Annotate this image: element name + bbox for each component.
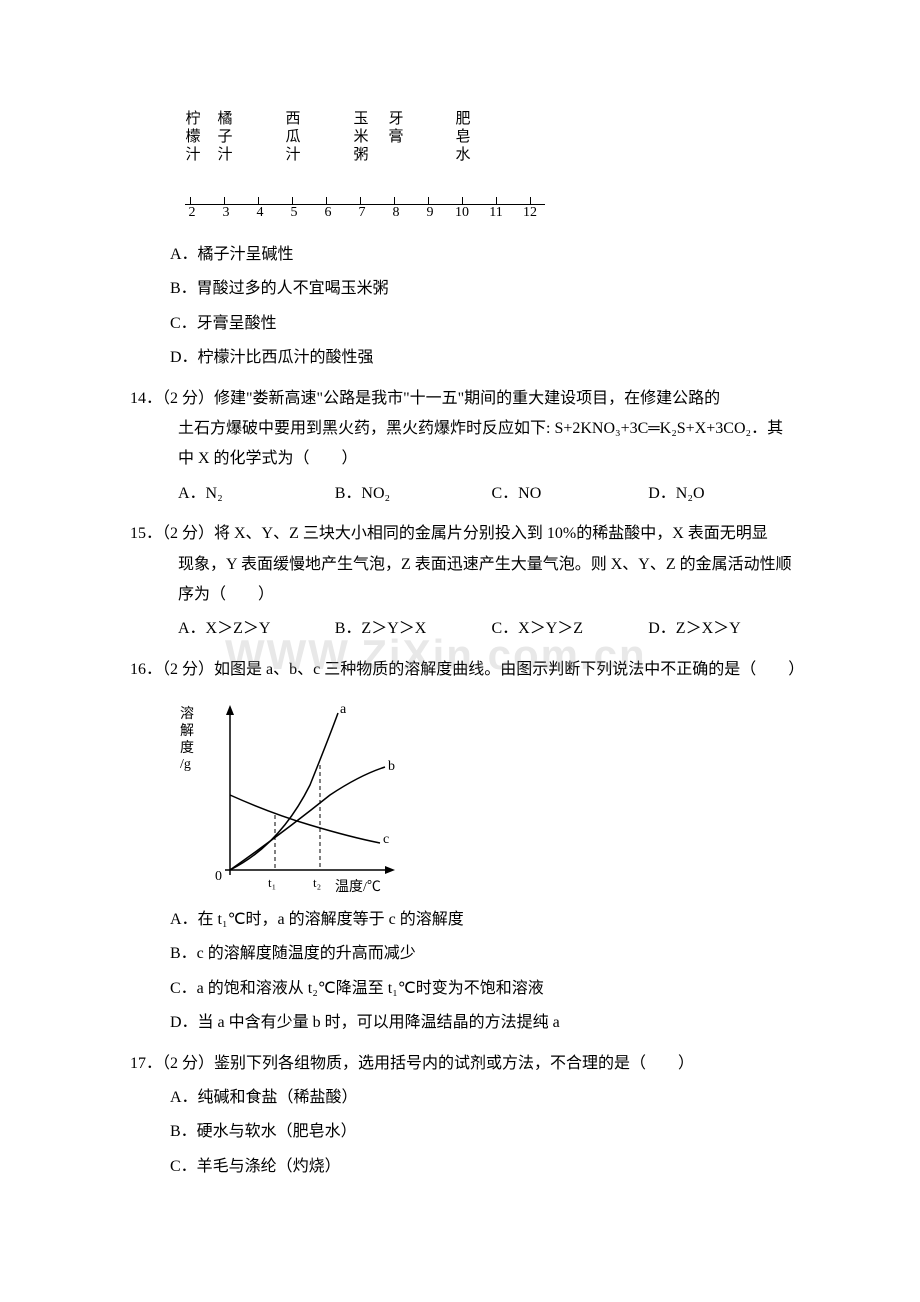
q14-option-a: A．N₂: [178, 479, 335, 509]
question-17: 17．（2 分）鉴别下列各组物质，选用括号内的试剂或方法，不合理的是（ ） A．…: [130, 1049, 805, 1183]
ph-tick-10: 10: [452, 200, 472, 227]
q15-option-a: A．X＞Z＞Y: [178, 614, 335, 644]
ph-tick-7: 7: [352, 200, 372, 227]
svg-text:t₂: t₂: [313, 875, 321, 890]
curve-label-b: b: [388, 759, 395, 774]
q15-line2: 现象，Y 表面缓慢地产生气泡，Z 表面迅速产生大量气泡。则 X、Y、Z 的金属活…: [130, 550, 805, 580]
ph-scale-figure: 柠檬汁 橘子汁 西瓜汁 玉米粥 牙膏 肥皂水 2 3 4 5 6 7 8 9 1…: [165, 110, 545, 230]
ph-tick-8: 8: [386, 200, 406, 227]
q16-option-b: B．c 的溶解度随温度的升高而减少: [130, 939, 805, 969]
q14-option-d: D．N₂O: [648, 479, 805, 509]
ph-tick-2: 2: [182, 200, 202, 227]
ph-tick-9: 9: [420, 200, 440, 227]
ph-label-corn: 玉米粥: [346, 110, 376, 164]
q14-option-b: B．NO₂: [335, 479, 492, 509]
ph-tick-12: 12: [520, 200, 540, 227]
ph-label-watermelon: 西瓜汁: [278, 110, 308, 164]
q14-option-c: C．NO: [492, 479, 649, 509]
q14-options: A．N₂ B．NO₂ C．NO D．N₂O: [130, 479, 805, 509]
q16-option-d: D．当 a 中含有少量 b 时，可以用降温结晶的方法提纯 a: [130, 1008, 805, 1038]
q15-options: A．X＞Z＞Y B．Z＞Y＞X C．X＞Y＞Z D．Z＞X＞Y: [130, 614, 805, 644]
q16-option-c: C．a 的饱和溶液从 t₂℃降温至 t₁℃时变为不饱和溶液: [130, 974, 805, 1004]
q15-option-d: D．Z＞X＞Y: [648, 614, 805, 644]
q15-line1: 15．（2 分）将 X、Y、Z 三块大小相同的金属片分别投入到 10%的稀盐酸中…: [130, 519, 805, 549]
q15-option-b: B．Z＞Y＞X: [335, 614, 492, 644]
ph-tick-3: 3: [216, 200, 236, 227]
q15-option-c: C．X＞Y＞Z: [492, 614, 649, 644]
question-16: 16．（2 分）如图是 a、b、c 三种物质的溶解度曲线。由图示判断下列说法中不…: [130, 655, 805, 1039]
q14-line1: 14．（2 分）修建"娄新高速"公路是我市"十一五"期间的重大建设项目，在修建公…: [130, 384, 805, 414]
q14-line3: 中 X 的化学式为（ ）: [130, 444, 805, 474]
q16-option-a: A．在 t₁℃时，a 的溶解度等于 c 的溶解度: [130, 905, 805, 935]
ph-tick-5: 5: [284, 200, 304, 227]
q17-option-b: B．硬水与软水（肥皂水）: [130, 1117, 805, 1147]
svg-text:0: 0: [215, 869, 222, 884]
ph-tick-11: 11: [486, 200, 506, 227]
solubility-chart: a b c 0 t₁ t₂ 溶解度/g 温度/℃: [180, 695, 400, 895]
y-axis-label: 溶解度/g: [180, 707, 194, 774]
curve-label-c: c: [383, 832, 389, 847]
q17-line1: 17．（2 分）鉴别下列各组物质，选用括号内的试剂或方法，不合理的是（ ）: [130, 1049, 805, 1079]
ph-label-soap: 肥皂水: [448, 110, 478, 164]
curve-label-a: a: [340, 702, 347, 717]
ph-label-lemon: 柠檬汁: [178, 110, 208, 164]
svg-text:t₁: t₁: [268, 875, 276, 890]
q13-option-c: C．牙膏呈酸性: [130, 309, 805, 339]
question-15: 15．（2 分）将 X、Y、Z 三块大小相同的金属片分别投入到 10%的稀盐酸中…: [130, 519, 805, 645]
q17-option-c: C．羊毛与涤纶（灼烧）: [130, 1152, 805, 1182]
q14-line2: 土石方爆破中要用到黑火药，黑火药爆炸时反应如下: S+2KNO₃+3C═K₂S+…: [130, 414, 805, 444]
ph-tick-6: 6: [318, 200, 338, 227]
q13-option-b: B．胃酸过多的人不宜喝玉米粥: [130, 274, 805, 304]
q17-option-a: A．纯碱和食盐（稀盐酸）: [130, 1083, 805, 1113]
q15-line3: 序为（ ）: [130, 580, 805, 610]
q13-option-d: D．柠檬汁比西瓜汁的酸性强: [130, 343, 805, 373]
q13-option-a: A．橘子汁呈碱性: [130, 240, 805, 270]
q16-line1: 16．（2 分）如图是 a、b、c 三种物质的溶解度曲线。由图示判断下列说法中不…: [130, 655, 805, 685]
ph-label-toothpaste: 牙膏: [381, 110, 411, 146]
question-14: 14．（2 分）修建"娄新高速"公路是我市"十一五"期间的重大建设项目，在修建公…: [130, 384, 805, 510]
ph-label-orange: 橘子汁: [210, 110, 240, 164]
x-axis-label: 温度/℃: [335, 875, 381, 902]
ph-tick-4: 4: [250, 200, 270, 227]
